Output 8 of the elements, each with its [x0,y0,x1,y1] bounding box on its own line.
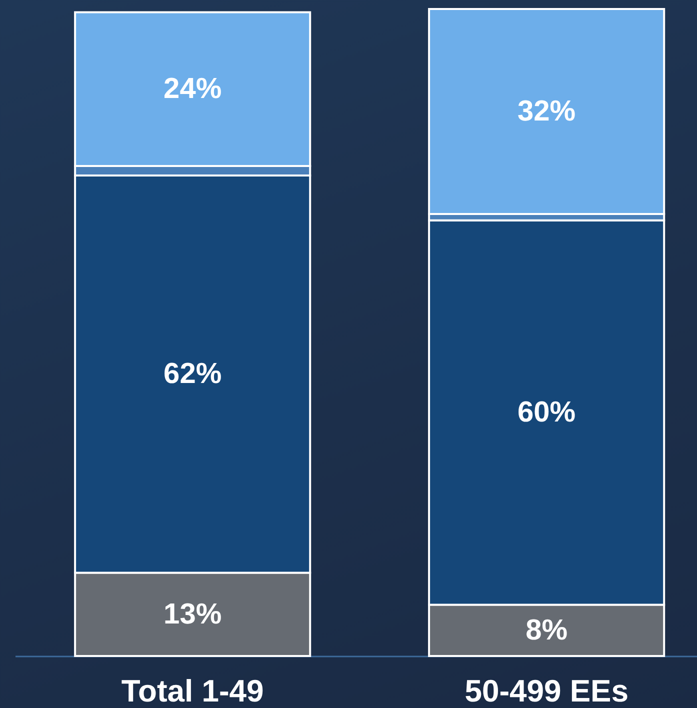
data-label: 13% [164,598,222,630]
data-label: 24% [164,73,222,106]
data-label: 62% [164,358,222,390]
data-label: 60% [518,396,576,429]
data-label: 32% [518,95,576,128]
x-tick-label: 50-499 EEs [464,674,628,708]
data-label: 8% [526,614,568,646]
x-tick-label: Total 1-49 [121,674,264,708]
